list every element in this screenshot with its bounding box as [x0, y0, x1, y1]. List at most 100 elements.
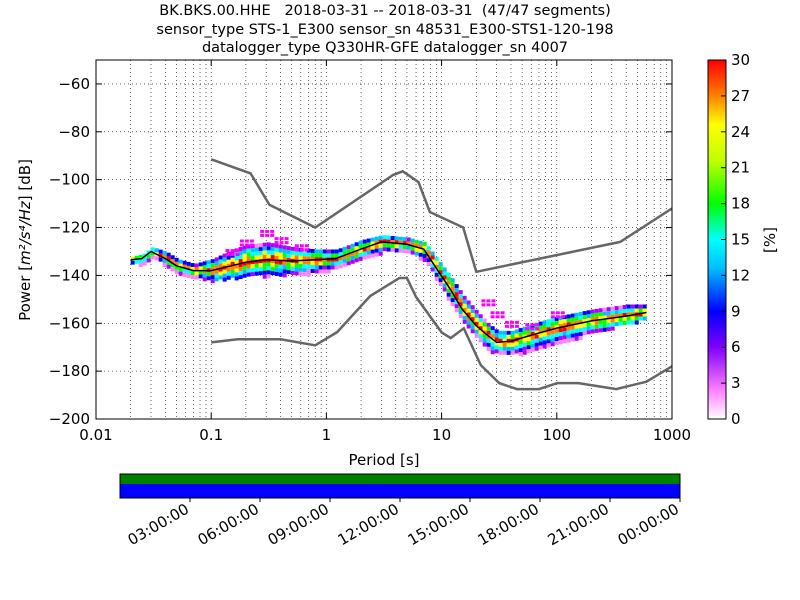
heat-cell [570, 325, 575, 330]
heat-outlier-cell [530, 323, 535, 327]
heat-cell [570, 317, 575, 322]
heat-cell [354, 250, 359, 255]
heat-cell [402, 245, 407, 250]
heat-cell [450, 282, 455, 287]
heat-cell [566, 322, 571, 327]
heat-cell [558, 328, 563, 333]
colorbar-tick-label: 27 [731, 87, 750, 105]
heat-cell [430, 267, 435, 272]
heat-outlier-cell [279, 237, 284, 241]
heat-cell [414, 251, 419, 256]
heat-cell [470, 317, 475, 322]
heat-cell [626, 312, 631, 317]
heat-cell [254, 267, 259, 272]
heat-cell [354, 242, 359, 247]
heat-cell [554, 317, 559, 322]
colorbar-tick-label: 15 [731, 231, 750, 249]
heat-cell [238, 275, 243, 280]
heat-cell [190, 263, 195, 268]
heat-cell [158, 249, 163, 254]
heat-cell [610, 318, 615, 323]
heat-cell [170, 255, 175, 260]
heat-cell [378, 247, 383, 252]
heat-cell [610, 326, 615, 331]
heat-cell [270, 255, 275, 260]
heat-cell [478, 330, 483, 335]
heat-cell [318, 265, 323, 270]
heat-cell [622, 308, 627, 313]
heat-cell [614, 310, 619, 315]
heat-cell [294, 263, 299, 268]
heat-cell [498, 338, 503, 343]
heat-cell [266, 254, 271, 259]
heat-cell [206, 276, 211, 281]
heat-cell [478, 314, 483, 319]
y-tick-label: −180 [49, 362, 90, 380]
heat-cell [474, 317, 479, 322]
heat-cell [326, 261, 331, 266]
heat-cell [486, 322, 491, 327]
heat-cell [238, 251, 243, 256]
heat-cell [606, 327, 611, 332]
heat-outlier-cell [525, 327, 530, 331]
heat-cell [346, 245, 351, 250]
heat-cell [590, 309, 595, 314]
heat-outlier-cell [265, 233, 270, 237]
heat-cell [298, 251, 303, 256]
heat-cell [258, 263, 263, 268]
heat-cell [594, 308, 599, 313]
heat-cell [542, 344, 547, 349]
heat-cell [438, 274, 443, 279]
heat-cell [486, 326, 491, 331]
heat-cell [590, 325, 595, 330]
heat-outlier-cell [560, 311, 565, 315]
heat-cell [534, 338, 539, 343]
heat-cell [474, 325, 479, 330]
heat-cell [454, 308, 459, 313]
heat-cell [214, 277, 219, 282]
heat-cell [182, 272, 187, 277]
heat-cell [466, 304, 471, 309]
y-axis-label-units: m²/s⁴/Hz [16, 200, 34, 265]
heat-cell [442, 283, 447, 288]
heat-cell [218, 267, 223, 272]
heat-cell [534, 342, 539, 347]
heat-cell [238, 255, 243, 260]
heat-cell [418, 248, 423, 253]
heat-cell [330, 253, 335, 258]
heat-cell [470, 305, 475, 310]
heat-cell [238, 259, 243, 264]
heat-cell [286, 246, 291, 251]
y-axis-label: Power [m²/s⁴/Hz] [dB] [16, 159, 34, 321]
heat-cell [250, 248, 255, 253]
heat-cell [542, 340, 547, 345]
heat-cell [318, 269, 323, 274]
heat-cell [254, 243, 259, 248]
heat-cell [310, 261, 315, 266]
heat-cell [130, 256, 135, 261]
noise-model-lines [130, 158, 672, 391]
heat-outlier-cell [299, 244, 304, 248]
heat-cell [238, 267, 243, 272]
heat-cell [270, 271, 275, 276]
heat-cell [366, 242, 371, 247]
heat-cell [622, 316, 627, 321]
heat-cell [194, 271, 199, 276]
heat-cell [210, 263, 215, 268]
heat-cell [490, 326, 495, 331]
heat-cell [550, 330, 555, 335]
heat-cell [502, 338, 507, 343]
colorbar-tick-label: 0 [731, 410, 741, 428]
heat-cell [542, 320, 547, 325]
heat-cell [574, 328, 579, 333]
heat-cell [406, 245, 411, 250]
heat-cell [586, 322, 591, 327]
heat-cell [266, 266, 271, 271]
heat-cell [574, 316, 579, 321]
heat-cell [378, 235, 383, 240]
heat-cell [338, 252, 343, 257]
heat-cell [546, 323, 551, 328]
heat-cell [262, 270, 267, 275]
heat-cell [250, 256, 255, 261]
heat-cell [298, 259, 303, 264]
